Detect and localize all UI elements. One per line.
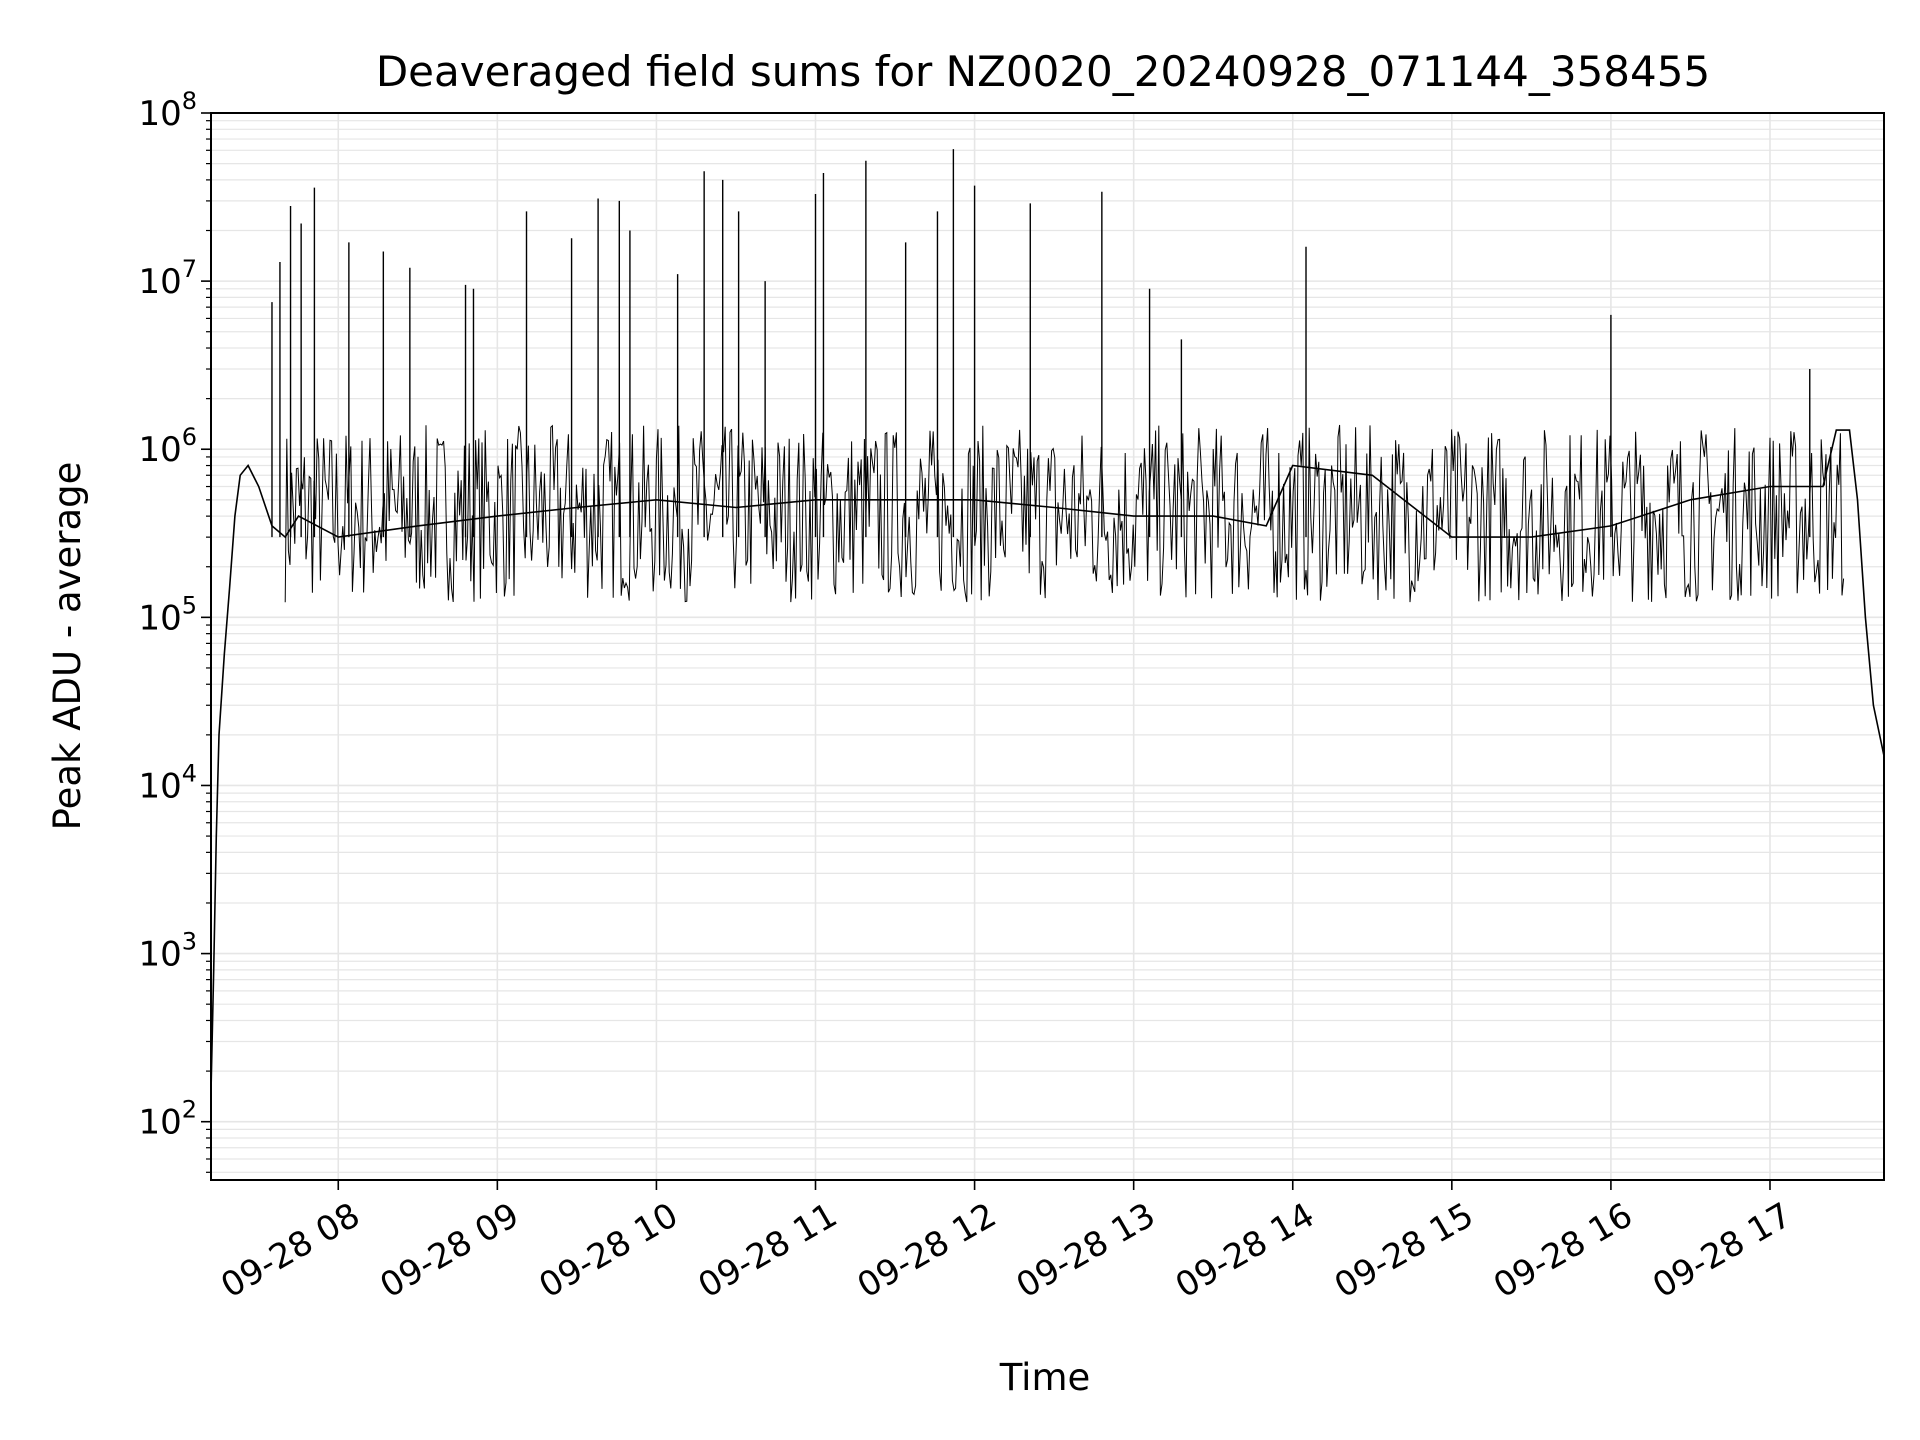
series-noise-band (284, 424, 1845, 603)
y-axis-label: Peak ADU - average (46, 462, 89, 831)
plot-frame (210, 112, 1885, 1181)
y-tick-label: 105 (138, 591, 197, 638)
y-tick-label: 108 (138, 87, 197, 134)
chart-title: Deaveraged field sums for NZ0020_2024092… (376, 47, 1710, 96)
x-axis-label: Time (999, 1356, 1091, 1399)
plot-area (211, 149, 1884, 1093)
series-line-0 (211, 429, 1884, 1093)
grid (211, 112, 1884, 1180)
